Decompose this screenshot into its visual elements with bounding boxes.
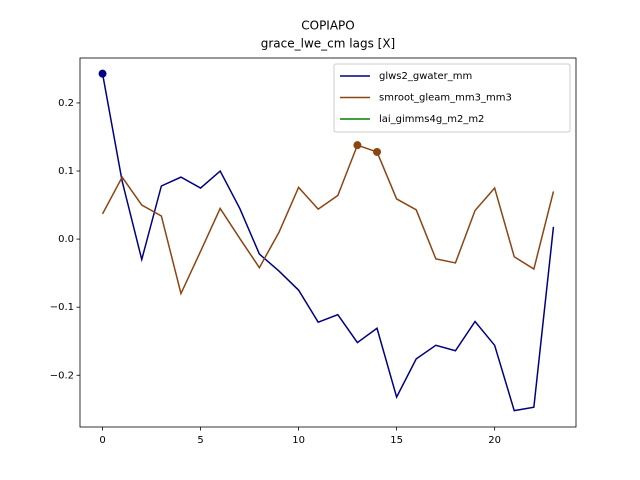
legend-box [333,63,571,133]
plot-frame [79,57,577,428]
x-tick-label: 5 [197,435,203,446]
point-marker [373,147,382,156]
y-tick-label: 0.0 [58,234,74,245]
y-tick-label: −0.1 [50,302,74,313]
chart-title: COPIAPO [301,19,355,33]
y-tick-label: −0.2 [50,370,74,381]
x-tick-label: 0 [99,435,105,446]
x-tick-label: 15 [390,435,403,446]
x-tick-label: 20 [488,435,501,446]
series-line [101,144,555,296]
y-tick-label: 0.1 [58,166,74,177]
point-marker [98,69,107,78]
chart-subtitle: grace_lwe_cm lags [X] [261,37,395,51]
point-marker [353,141,362,150]
x-tick-label: 10 [292,435,305,446]
legend-label: smroot_gleam_mm3_mm3 [379,93,512,104]
y-tick-label: 0.2 [58,98,74,109]
legend-label: glws2_gwater_mm [379,71,472,82]
legend-label: lai_gimms4g_m2_m2 [379,114,484,125]
series-line [101,73,555,412]
